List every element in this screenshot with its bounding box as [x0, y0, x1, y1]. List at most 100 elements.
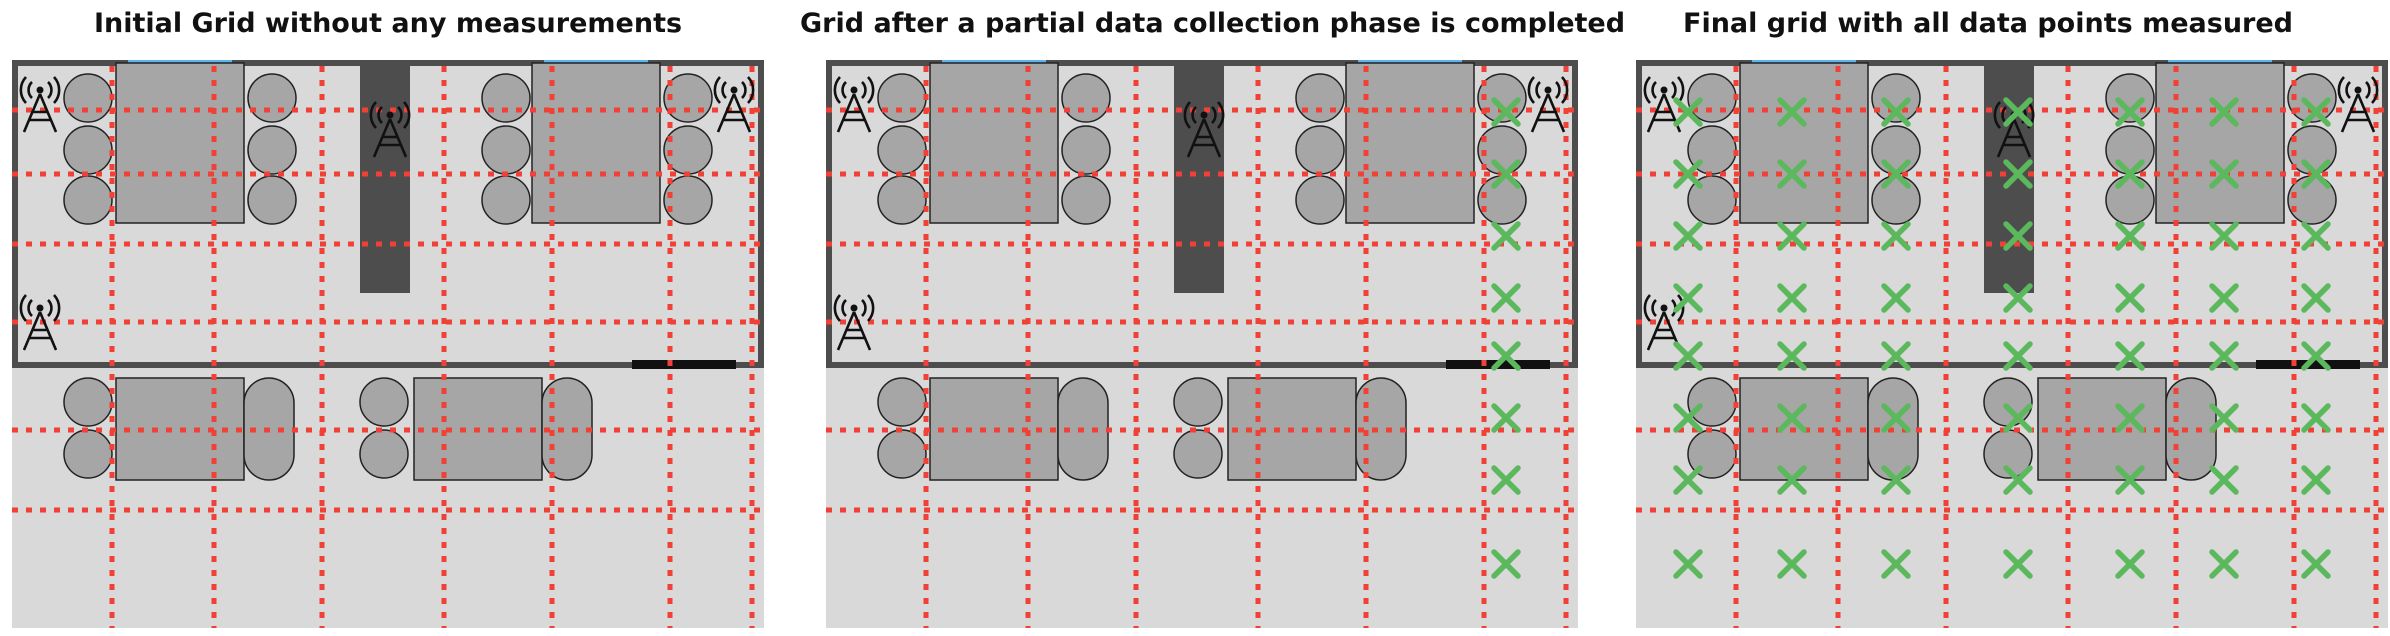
chair — [63, 175, 113, 225]
chair — [63, 73, 113, 123]
measurement-x-icon — [2003, 221, 2033, 251]
pillar — [360, 63, 410, 293]
measurement-x-icon — [2301, 221, 2331, 251]
antenna-icon — [833, 294, 875, 351]
antenna-icon — [1643, 294, 1685, 351]
chair — [481, 175, 531, 225]
measurement-x-icon — [1673, 159, 1703, 189]
desk — [2155, 62, 2285, 224]
measurement-x-icon — [2003, 403, 2033, 433]
measurement-x-icon — [2209, 403, 2239, 433]
measurement-x-icon — [2115, 549, 2145, 579]
pillar — [1174, 63, 1224, 293]
chair — [247, 125, 297, 175]
measurement-x-icon — [1673, 549, 1703, 579]
chair — [1687, 377, 1737, 427]
measurement-x-icon — [1673, 465, 1703, 495]
chair — [1173, 377, 1223, 427]
measurement-x-icon — [2301, 341, 2331, 371]
measurement-x-icon — [1777, 403, 1807, 433]
measurement-x-icon — [1881, 403, 1911, 433]
measurement-x-icon — [2115, 283, 2145, 313]
chair — [1295, 175, 1345, 225]
measurement-x-icon — [2209, 97, 2239, 127]
measurement-x-icon — [1491, 341, 1521, 371]
measurement-x-icon — [2115, 403, 2145, 433]
measurement-x-icon — [2003, 97, 2033, 127]
chair — [359, 429, 409, 479]
measurement-x-icon — [2003, 341, 2033, 371]
chair — [1687, 73, 1737, 123]
measurement-x-icon — [1777, 283, 1807, 313]
chair — [247, 175, 297, 225]
antenna-icon — [1527, 76, 1569, 133]
desk — [115, 62, 245, 224]
measurement-x-icon — [2301, 465, 2331, 495]
pillar — [1984, 63, 2034, 293]
chair — [877, 429, 927, 479]
measurement-x-icon — [1881, 465, 1911, 495]
chair — [359, 377, 409, 427]
measurement-x-icon — [1881, 97, 1911, 127]
measurement-x-icon — [1777, 97, 1807, 127]
chair — [1871, 175, 1921, 225]
chair — [481, 73, 531, 123]
measurement-x-icon — [1777, 341, 1807, 371]
chair — [1173, 429, 1223, 479]
antenna-icon — [713, 76, 755, 133]
desk — [929, 62, 1059, 224]
measurement-x-icon — [1881, 549, 1911, 579]
chair — [877, 175, 927, 225]
desk — [531, 62, 661, 224]
antenna-icon — [1643, 76, 1685, 133]
chair — [247, 73, 297, 123]
chair — [1295, 125, 1345, 175]
measurement-x-icon — [2003, 549, 2033, 579]
measurement-x-icon — [1777, 465, 1807, 495]
chair — [1061, 125, 1111, 175]
measurement-x-icon — [2003, 465, 2033, 495]
measurement-x-icon — [1673, 283, 1703, 313]
door — [632, 360, 736, 369]
chair — [1295, 73, 1345, 123]
measurement-x-icon — [2301, 403, 2331, 433]
chair — [877, 73, 927, 123]
chair — [2105, 175, 2155, 225]
measurement-x-icon — [1881, 283, 1911, 313]
panel-title-3: Final grid with all data points measured — [1683, 8, 2293, 39]
measurement-x-icon — [2115, 341, 2145, 371]
measurement-x-icon — [1491, 97, 1521, 127]
measurement-x-icon — [1777, 549, 1807, 579]
measurement-x-icon — [2301, 549, 2331, 579]
measurement-x-icon — [2209, 465, 2239, 495]
chair — [877, 377, 927, 427]
chair — [63, 377, 113, 427]
floor-plan-panel-initial — [12, 60, 764, 628]
measurement-x-icon — [1881, 221, 1911, 251]
chair — [63, 125, 113, 175]
antenna-icon — [1183, 101, 1225, 158]
measurement-x-icon — [1491, 159, 1521, 189]
floor-plan-panel-final — [1636, 60, 2388, 628]
measurement-x-icon — [2209, 221, 2239, 251]
measurement-x-icon — [1673, 403, 1703, 433]
measurement-x-icon — [1491, 403, 1521, 433]
measurement-x-icon — [2115, 465, 2145, 495]
measurement-x-icon — [1673, 221, 1703, 251]
chair — [2105, 125, 2155, 175]
chair — [1871, 73, 1921, 123]
chair — [1061, 73, 1111, 123]
desk — [1345, 62, 1475, 224]
panel-title-1: Initial Grid without any measurements — [93, 8, 683, 39]
measurement-x-icon — [1491, 283, 1521, 313]
measurement-x-icon — [2301, 159, 2331, 189]
measurement-x-icon — [2301, 97, 2331, 127]
measurement-x-icon — [1881, 341, 1911, 371]
measurement-x-icon — [2209, 341, 2239, 371]
measurement-x-icon — [2003, 159, 2033, 189]
chair — [1061, 175, 1111, 225]
antenna-icon — [19, 76, 61, 133]
antenna-icon — [19, 294, 61, 351]
chair — [481, 125, 531, 175]
measurement-x-icon — [1777, 221, 1807, 251]
